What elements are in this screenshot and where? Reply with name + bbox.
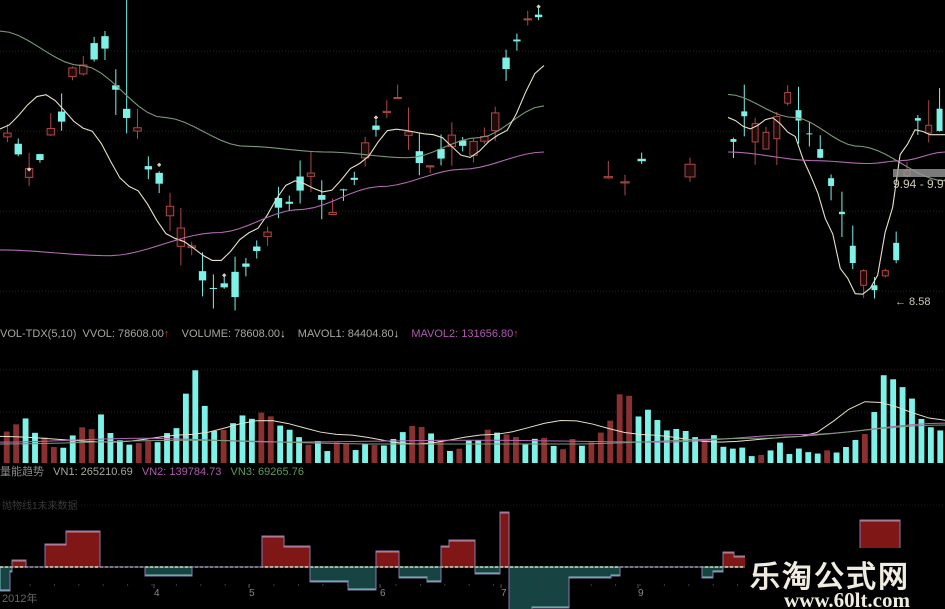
- svg-text:6: 6: [380, 588, 386, 599]
- svg-text:4: 4: [154, 588, 160, 599]
- svg-text:7: 7: [501, 588, 507, 599]
- svg-text:9.94 - 9.97: 9.94 - 9.97: [893, 177, 945, 191]
- svg-text:← 8.58: ← 8.58: [895, 296, 930, 308]
- svg-text:9: 9: [638, 588, 644, 599]
- svg-text:5: 5: [249, 588, 255, 599]
